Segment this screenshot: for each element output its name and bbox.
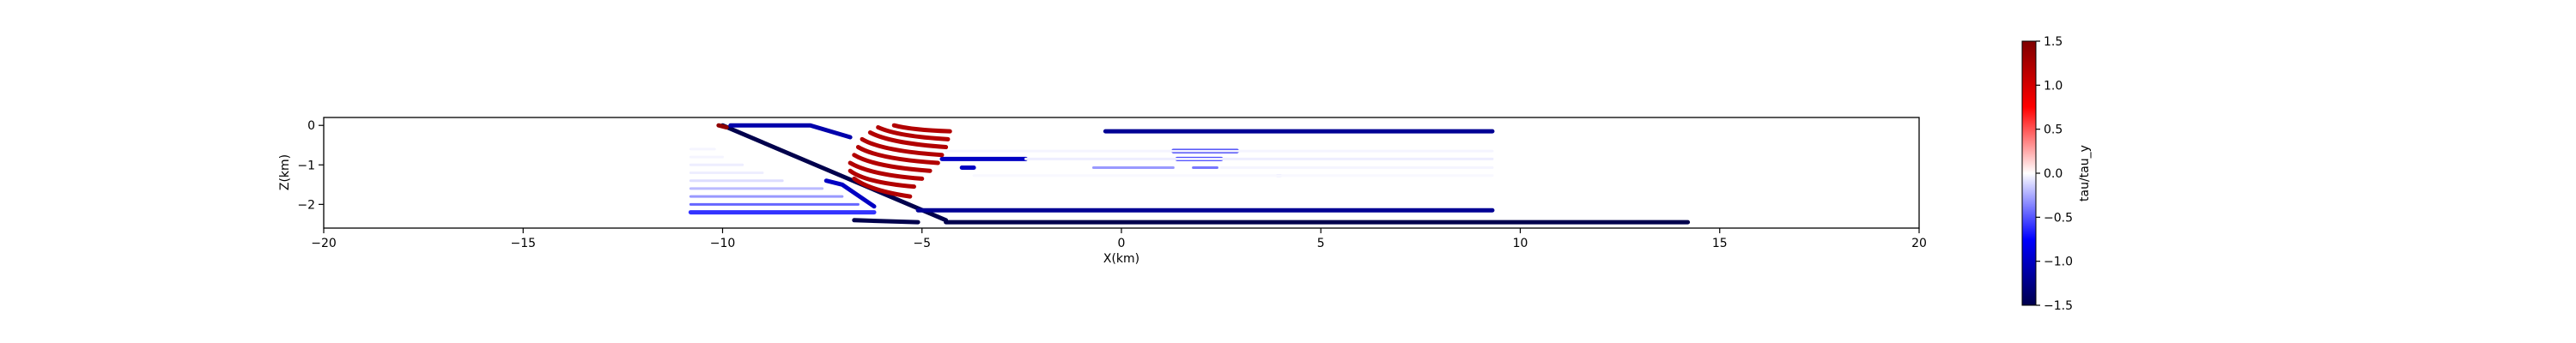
x-axis: −20 −15 −10 −5 0 5 10 15 20 — [311, 228, 1927, 250]
fault-segment-29 — [891, 123, 952, 134]
colorbar-gradient — [2021, 40, 2037, 306]
x-axis-label: X(km) — [1103, 252, 1139, 266]
fault-segment-31 — [867, 130, 949, 150]
x-tick-label: −15 — [510, 237, 536, 250]
colorbar-label: tau/tau_y — [2078, 145, 2092, 202]
fault-segment-30 — [876, 125, 951, 141]
fault-segment-4 — [716, 123, 729, 130]
colorbar-tick-label: 1.5 — [2044, 35, 2063, 49]
fault-segment-1 — [720, 123, 949, 223]
y-tick-label: −2 — [297, 198, 315, 212]
y-tick-label: 0 — [307, 119, 315, 133]
colorbar-tick-label: 1.0 — [2044, 79, 2063, 93]
y-axis: 0 −1 −2 — [297, 119, 324, 212]
colorbar-tick-label: −1.5 — [2044, 299, 2073, 313]
colorbar-tick-label: 0.5 — [2044, 123, 2063, 137]
fault-segment-6 — [823, 178, 877, 209]
colorbar-tick-label: 0.0 — [2044, 167, 2063, 181]
fault-segment-5 — [728, 123, 853, 140]
colorbar-tick-label: −1.0 — [2044, 256, 2073, 269]
plot-marks — [688, 123, 1691, 225]
x-tick-label: −5 — [913, 237, 931, 250]
fault-segment-35 — [848, 160, 925, 181]
fault-segment-33 — [855, 145, 940, 165]
x-tick-label: −10 — [710, 237, 736, 250]
fault-segment-36 — [848, 168, 916, 190]
colorbar-tick-label: −0.5 — [2044, 211, 2073, 225]
colorbar-ticks: 1.5 1.0 0.5 0.0 −0.5 −1.0 −1.5 — [2036, 35, 2073, 313]
x-tick-label: 15 — [1712, 237, 1728, 250]
x-tick-label: 10 — [1513, 237, 1528, 250]
colorbar: 1.5 1.0 0.5 0.0 −0.5 −1.0 −1.5 tau/tau_y — [2021, 35, 2092, 313]
x-tick-label: 20 — [1911, 237, 1927, 250]
fault-segment-34 — [852, 153, 933, 173]
x-tick-label: −20 — [311, 237, 337, 250]
x-tick-label: 5 — [1317, 237, 1325, 250]
plot-area: −20 −15 −10 −5 0 5 10 15 20 0 −1 −2 X(km) Z(km) — [278, 117, 1927, 266]
fault-segment-3 — [852, 218, 920, 225]
fault-segment-37 — [852, 176, 913, 199]
y-tick-label: −1 — [297, 159, 315, 172]
fault-segment-32 — [860, 136, 945, 158]
x-tick-label: 0 — [1118, 237, 1126, 250]
y-axis-label: Z(km) — [278, 154, 292, 190]
